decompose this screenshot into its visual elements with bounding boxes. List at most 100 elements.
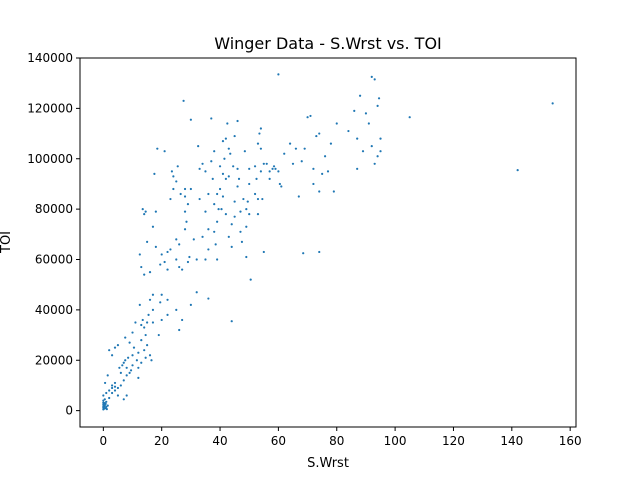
y-tick-label: 40000 [35, 303, 73, 317]
data-point [274, 167, 277, 170]
data-point [110, 391, 114, 395]
data-point [166, 313, 169, 317]
data-point [192, 238, 195, 241]
data-point [154, 210, 157, 213]
data-point [103, 381, 107, 385]
data-point [169, 248, 172, 251]
data-point [312, 167, 315, 170]
data-point [116, 344, 120, 347]
data-point [138, 303, 141, 306]
data-point [240, 240, 244, 243]
data-point [261, 197, 264, 201]
data-point [185, 220, 188, 223]
data-point [283, 152, 286, 155]
chart-title: Winger Data - S.Wrst vs. TOI [214, 34, 442, 53]
data-point [210, 160, 213, 163]
data-point [146, 240, 149, 243]
data-point [105, 391, 108, 395]
data-point [213, 230, 216, 233]
data-point [175, 258, 178, 261]
data-point [551, 102, 554, 105]
data-point [373, 162, 376, 165]
y-tick-label: 20000 [35, 353, 73, 367]
data-point [358, 94, 362, 97]
data-point [113, 385, 117, 388]
data-point [376, 155, 379, 158]
data-point [272, 165, 276, 168]
data-point [210, 117, 213, 120]
data-point [113, 389, 117, 392]
data-point [201, 235, 204, 238]
data-point [151, 308, 155, 311]
y-tick-label: 140000 [27, 51, 73, 65]
data-point [309, 114, 312, 118]
data-point [329, 142, 333, 145]
data-point [186, 260, 190, 264]
data-point [312, 182, 315, 186]
data-point [108, 396, 111, 400]
data-point [227, 235, 230, 238]
data-point [379, 137, 382, 140]
data-point [221, 172, 225, 175]
data-point [259, 170, 262, 173]
plot-frame [79, 57, 577, 428]
data-point [221, 140, 225, 143]
data-point [102, 394, 105, 397]
x-tick-label: 20 [154, 434, 169, 448]
data-point [315, 134, 318, 138]
data-point [318, 250, 321, 254]
data-point [197, 145, 200, 148]
data-point [144, 356, 147, 359]
data-point [131, 354, 134, 357]
data-point [323, 155, 327, 158]
data-point [106, 404, 109, 407]
data-point [151, 293, 155, 296]
data-point [166, 268, 169, 271]
data-point [122, 398, 125, 401]
data-point [178, 328, 181, 332]
data-point [230, 245, 233, 249]
data-point [176, 165, 179, 168]
data-point [143, 213, 146, 216]
data-point [302, 252, 305, 255]
data-point [135, 359, 138, 362]
data-point [163, 260, 166, 264]
data-point [271, 167, 274, 170]
data-point [204, 210, 207, 213]
x-tick-label: 140 [500, 434, 523, 448]
data-point [256, 142, 260, 145]
data-point [236, 119, 239, 123]
data-point [265, 162, 268, 165]
data-point [106, 374, 109, 377]
data-point [137, 351, 140, 354]
data-point [166, 298, 169, 301]
x-tick-label: 0 [100, 434, 108, 448]
data-point [110, 354, 114, 357]
x-tick-label: 100 [384, 434, 407, 448]
data-point [182, 99, 185, 102]
data-point [216, 192, 219, 196]
data-point [227, 147, 230, 150]
data-point [140, 361, 143, 364]
y-tick-label: 120000 [27, 101, 73, 115]
data-point [213, 202, 216, 206]
data-point [248, 182, 251, 186]
data-point [125, 394, 128, 397]
x-tick-label: 80 [329, 434, 344, 448]
data-point [214, 243, 217, 246]
data-point [224, 137, 227, 140]
data-point [178, 243, 181, 246]
data-point [243, 150, 246, 153]
data-point [134, 321, 137, 324]
data-point [268, 170, 271, 173]
y-tick-label: 0 [65, 404, 73, 418]
data-point [183, 210, 187, 213]
data-point [128, 371, 131, 374]
data-point [306, 116, 309, 119]
data-point [223, 157, 226, 160]
data-point [227, 175, 230, 178]
data-point [108, 389, 111, 392]
data-point [233, 215, 236, 218]
data-point [300, 160, 303, 163]
